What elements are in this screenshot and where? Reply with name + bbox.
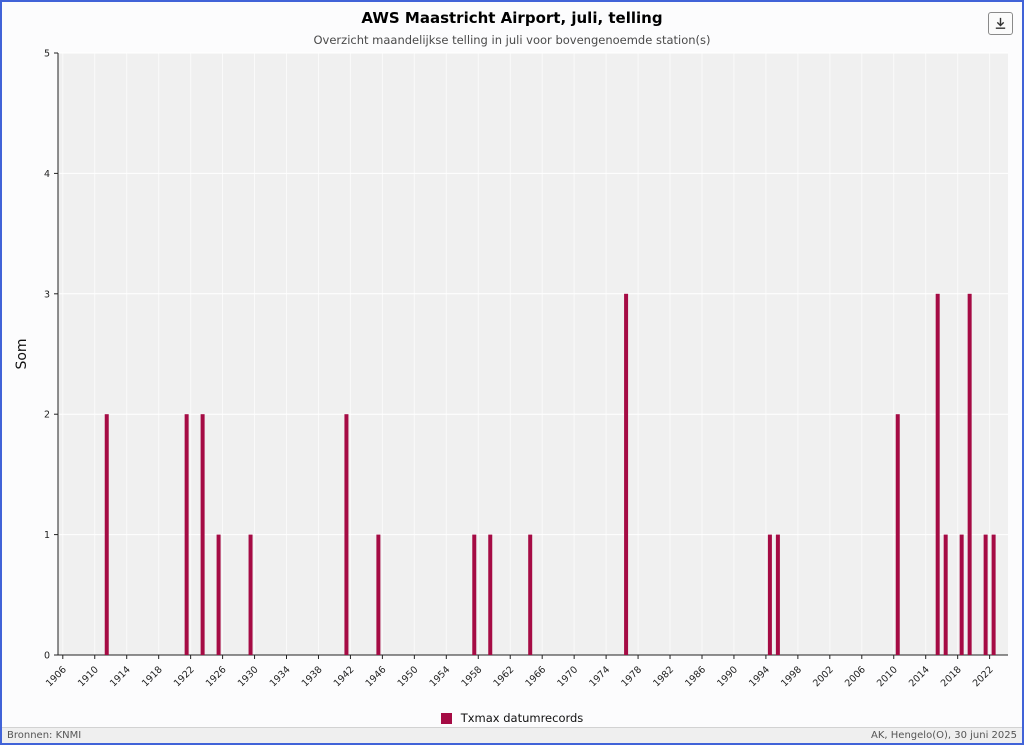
x-tick-label-1998: 1998 — [779, 664, 804, 689]
bar-1957 — [472, 534, 477, 655]
x-tick-label-1986: 1986 — [683, 664, 708, 689]
bar-1923 — [200, 414, 205, 655]
y-tick-label-3: 3 — [44, 289, 50, 300]
bar-2015 — [935, 293, 940, 655]
bar-1911 — [104, 414, 109, 655]
x-tick-label-1982: 1982 — [651, 664, 676, 689]
y-tick-label-2: 2 — [44, 410, 50, 421]
x-tick-label-1938: 1938 — [300, 664, 325, 689]
bar-2010 — [895, 414, 900, 655]
legend-label: Txmax datumrecords — [460, 711, 584, 725]
x-tick-label-1906: 1906 — [44, 664, 69, 689]
x-tick-label-2010: 2010 — [875, 664, 900, 689]
bar-2016 — [943, 534, 948, 655]
x-tick-label-1958: 1958 — [460, 664, 485, 689]
bar-chart: 0 1 2 3 4 5 1906 1910 1914 1918 1922 1926 1930 1934 19… — [2, 2, 1022, 708]
bar-1995 — [775, 534, 780, 655]
chart-canvas: 0 1 2 3 4 5 1906 1910 1914 1918 1922 1926 1930 1934 19… — [14, 49, 1008, 689]
footer: Bronnen: KNMI AK, Hengelo(O), 30 juni 20… — [2, 727, 1022, 743]
bar-1945 — [376, 534, 381, 655]
x-tick-label-1914: 1914 — [108, 664, 133, 689]
x-tick-label-1970: 1970 — [555, 664, 580, 689]
y-tick-label-0: 0 — [44, 651, 50, 662]
x-tick-label-2006: 2006 — [843, 664, 868, 689]
bar-1929 — [248, 534, 253, 655]
legend: Txmax datumrecords — [2, 711, 1022, 725]
x-tick-label-1926: 1926 — [204, 664, 229, 689]
bar-2018 — [959, 534, 964, 655]
x-tick-label-2022: 2022 — [971, 664, 996, 689]
bar-1921 — [184, 414, 189, 655]
x-tick-label-1990: 1990 — [715, 664, 740, 689]
x-tick-label-1966: 1966 — [523, 664, 548, 689]
bar-1994 — [767, 534, 772, 655]
x-tick-label-1910: 1910 — [76, 664, 101, 689]
bar-1964 — [528, 534, 533, 655]
y-axis-label: Som — [14, 338, 30, 369]
x-tick-label-1978: 1978 — [619, 664, 644, 689]
bar-2019 — [967, 293, 972, 655]
x-tick-label-1934: 1934 — [268, 664, 293, 689]
x-tick-label-1930: 1930 — [236, 664, 261, 689]
x-tick-label-1994: 1994 — [747, 664, 772, 689]
y-tick-label-5: 5 — [44, 49, 50, 60]
legend-swatch — [440, 712, 452, 724]
bar-2021 — [983, 534, 988, 655]
x-tick-label-1954: 1954 — [428, 664, 453, 689]
x-tick-label-2014: 2014 — [907, 664, 932, 689]
x-tick-label-1962: 1962 — [491, 664, 516, 689]
bar-1976 — [624, 293, 629, 655]
chart-title: AWS Maastricht Airport, juli, telling — [361, 9, 663, 27]
download-button[interactable] — [988, 12, 1013, 35]
x-tick-label-1922: 1922 — [172, 664, 197, 689]
bar-1941 — [344, 414, 349, 655]
x-tick-label-2018: 2018 — [939, 664, 964, 689]
bar-1959 — [488, 534, 493, 655]
x-tick-label-1974: 1974 — [587, 664, 612, 689]
x-tick-label-2002: 2002 — [811, 664, 836, 689]
x-tick-label-1918: 1918 — [140, 664, 165, 689]
bar-2022 — [991, 534, 996, 655]
x-tick-label-1950: 1950 — [396, 664, 421, 689]
x-tick-label-1942: 1942 — [332, 664, 357, 689]
x-tick-label-1946: 1946 — [364, 664, 389, 689]
download-icon — [995, 17, 1006, 29]
footer-credit: AK, Hengelo(O), 30 juni 2025 — [871, 730, 1017, 741]
y-tick-label-1: 1 — [44, 530, 50, 541]
chart-subtitle: Overzicht maandelijkse telling in juli v… — [313, 33, 711, 47]
y-tick-label-4: 4 — [44, 169, 50, 180]
footer-source: Bronnen: KNMI — [7, 730, 82, 741]
bar-1925 — [216, 534, 221, 655]
plot-area — [58, 53, 1008, 655]
